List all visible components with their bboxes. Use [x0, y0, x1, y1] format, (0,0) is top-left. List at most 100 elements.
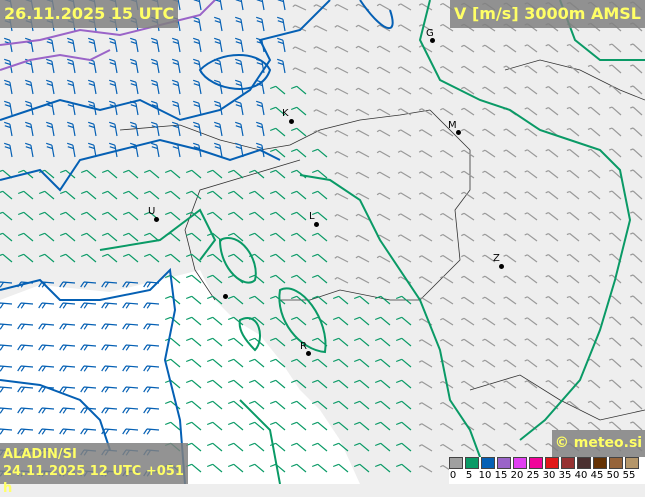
wind-barb	[566, 232, 580, 242]
wind-barb	[334, 192, 349, 200]
wind-barb	[524, 128, 538, 137]
wind-barb	[374, 442, 391, 452]
wind-barb	[290, 190, 307, 200]
wind-barb	[545, 170, 559, 179]
wind-barb	[214, 100, 223, 116]
wind-barb	[524, 212, 538, 221]
wind-barb	[4, 121, 13, 137]
wind-barb	[143, 302, 160, 309]
wind-barb	[482, 422, 496, 431]
wind-barb	[566, 106, 580, 116]
field-label: V [m/s] 3000m AMSL	[450, 0, 645, 28]
wind-barb	[38, 365, 55, 372]
wind-barb	[214, 16, 223, 32]
wind-barb	[46, 58, 55, 74]
wind-barb	[440, 212, 454, 221]
wind-barb	[524, 233, 538, 242]
wind-barb	[206, 337, 223, 347]
wind-barb	[587, 400, 601, 410]
legend-label: 20	[510, 470, 524, 481]
wind-barb	[608, 148, 622, 158]
wind-barb	[545, 380, 559, 389]
wind-barb	[248, 190, 265, 200]
wind-barb	[503, 422, 517, 431]
legend-swatch	[625, 457, 639, 469]
wind-barb	[355, 129, 370, 137]
wind-barb	[587, 169, 601, 179]
wind-barb	[440, 317, 454, 326]
city-marker	[154, 217, 159, 222]
wind-barb	[397, 45, 412, 53]
wind-barb	[206, 274, 223, 284]
wind-barb	[67, 58, 76, 74]
wind-barb	[290, 421, 307, 431]
wind-barb	[482, 443, 496, 452]
wind-barb	[313, 67, 328, 74]
wind-barb	[353, 358, 370, 368]
wind-barb	[397, 192, 412, 200]
wind-barb	[332, 421, 349, 431]
wind-barb	[334, 108, 349, 116]
wind-barb	[227, 421, 244, 431]
wind-barb	[524, 317, 538, 326]
wind-barb	[185, 274, 202, 284]
wind-barb	[353, 316, 370, 326]
wind-barb	[418, 465, 433, 473]
wind-barb	[193, 16, 202, 32]
wind-barb	[355, 150, 370, 158]
wind-barb	[608, 295, 622, 305]
wind-barb	[566, 64, 580, 74]
wind-barb	[397, 150, 412, 158]
legend-label: 40	[574, 470, 588, 481]
wind-barb	[311, 442, 328, 452]
wind-barb	[59, 211, 76, 221]
legend-swatch	[513, 457, 527, 469]
legend-swatch	[577, 457, 591, 469]
wind-barb	[4, 142, 13, 158]
wind-barb	[545, 338, 559, 347]
wind-barb	[269, 232, 286, 242]
wind-barb	[482, 380, 496, 389]
wind-barb	[59, 232, 76, 242]
wind-barb	[355, 234, 370, 242]
wind-barb	[397, 255, 412, 263]
wind-barb	[17, 232, 34, 242]
wind-barb	[440, 296, 454, 305]
wind-barb	[143, 428, 160, 435]
wind-barb	[566, 211, 580, 221]
wind-barb	[482, 65, 496, 74]
wind-barb	[248, 169, 265, 179]
wind-barb	[482, 275, 496, 284]
wind-barb	[482, 296, 496, 305]
legend-swatch	[449, 457, 463, 469]
wind-barb	[587, 358, 601, 368]
wind-barb	[269, 316, 286, 326]
wind-barb	[376, 213, 391, 221]
wind-barb	[482, 359, 496, 368]
wind-barb	[355, 24, 370, 32]
wind-barb	[587, 421, 601, 431]
wind-barb	[101, 302, 118, 309]
wind-barb	[418, 255, 433, 263]
wind-barb	[545, 317, 559, 326]
wind-barb	[608, 400, 622, 410]
wind-barb	[0, 323, 13, 330]
run-time: 24.11.2025 12 UTC +051 h	[3, 464, 184, 496]
wind-barb	[587, 253, 601, 263]
wind-barb	[122, 211, 139, 221]
wind-barb	[376, 66, 391, 74]
wind-barb	[214, 121, 223, 137]
wind-barb	[545, 422, 559, 431]
wind-barb	[545, 107, 559, 116]
wind-barb	[227, 337, 244, 347]
wind-barb	[524, 86, 538, 95]
wind-barb	[143, 253, 160, 263]
wind-barb	[25, 100, 34, 116]
wind-barb	[440, 191, 454, 200]
wind-barb	[630, 400, 643, 410]
wind-barb	[290, 274, 307, 284]
wind-barb	[122, 344, 139, 351]
wind-barb	[461, 275, 475, 284]
wind-barb	[17, 253, 34, 263]
wind-barb	[503, 338, 517, 347]
